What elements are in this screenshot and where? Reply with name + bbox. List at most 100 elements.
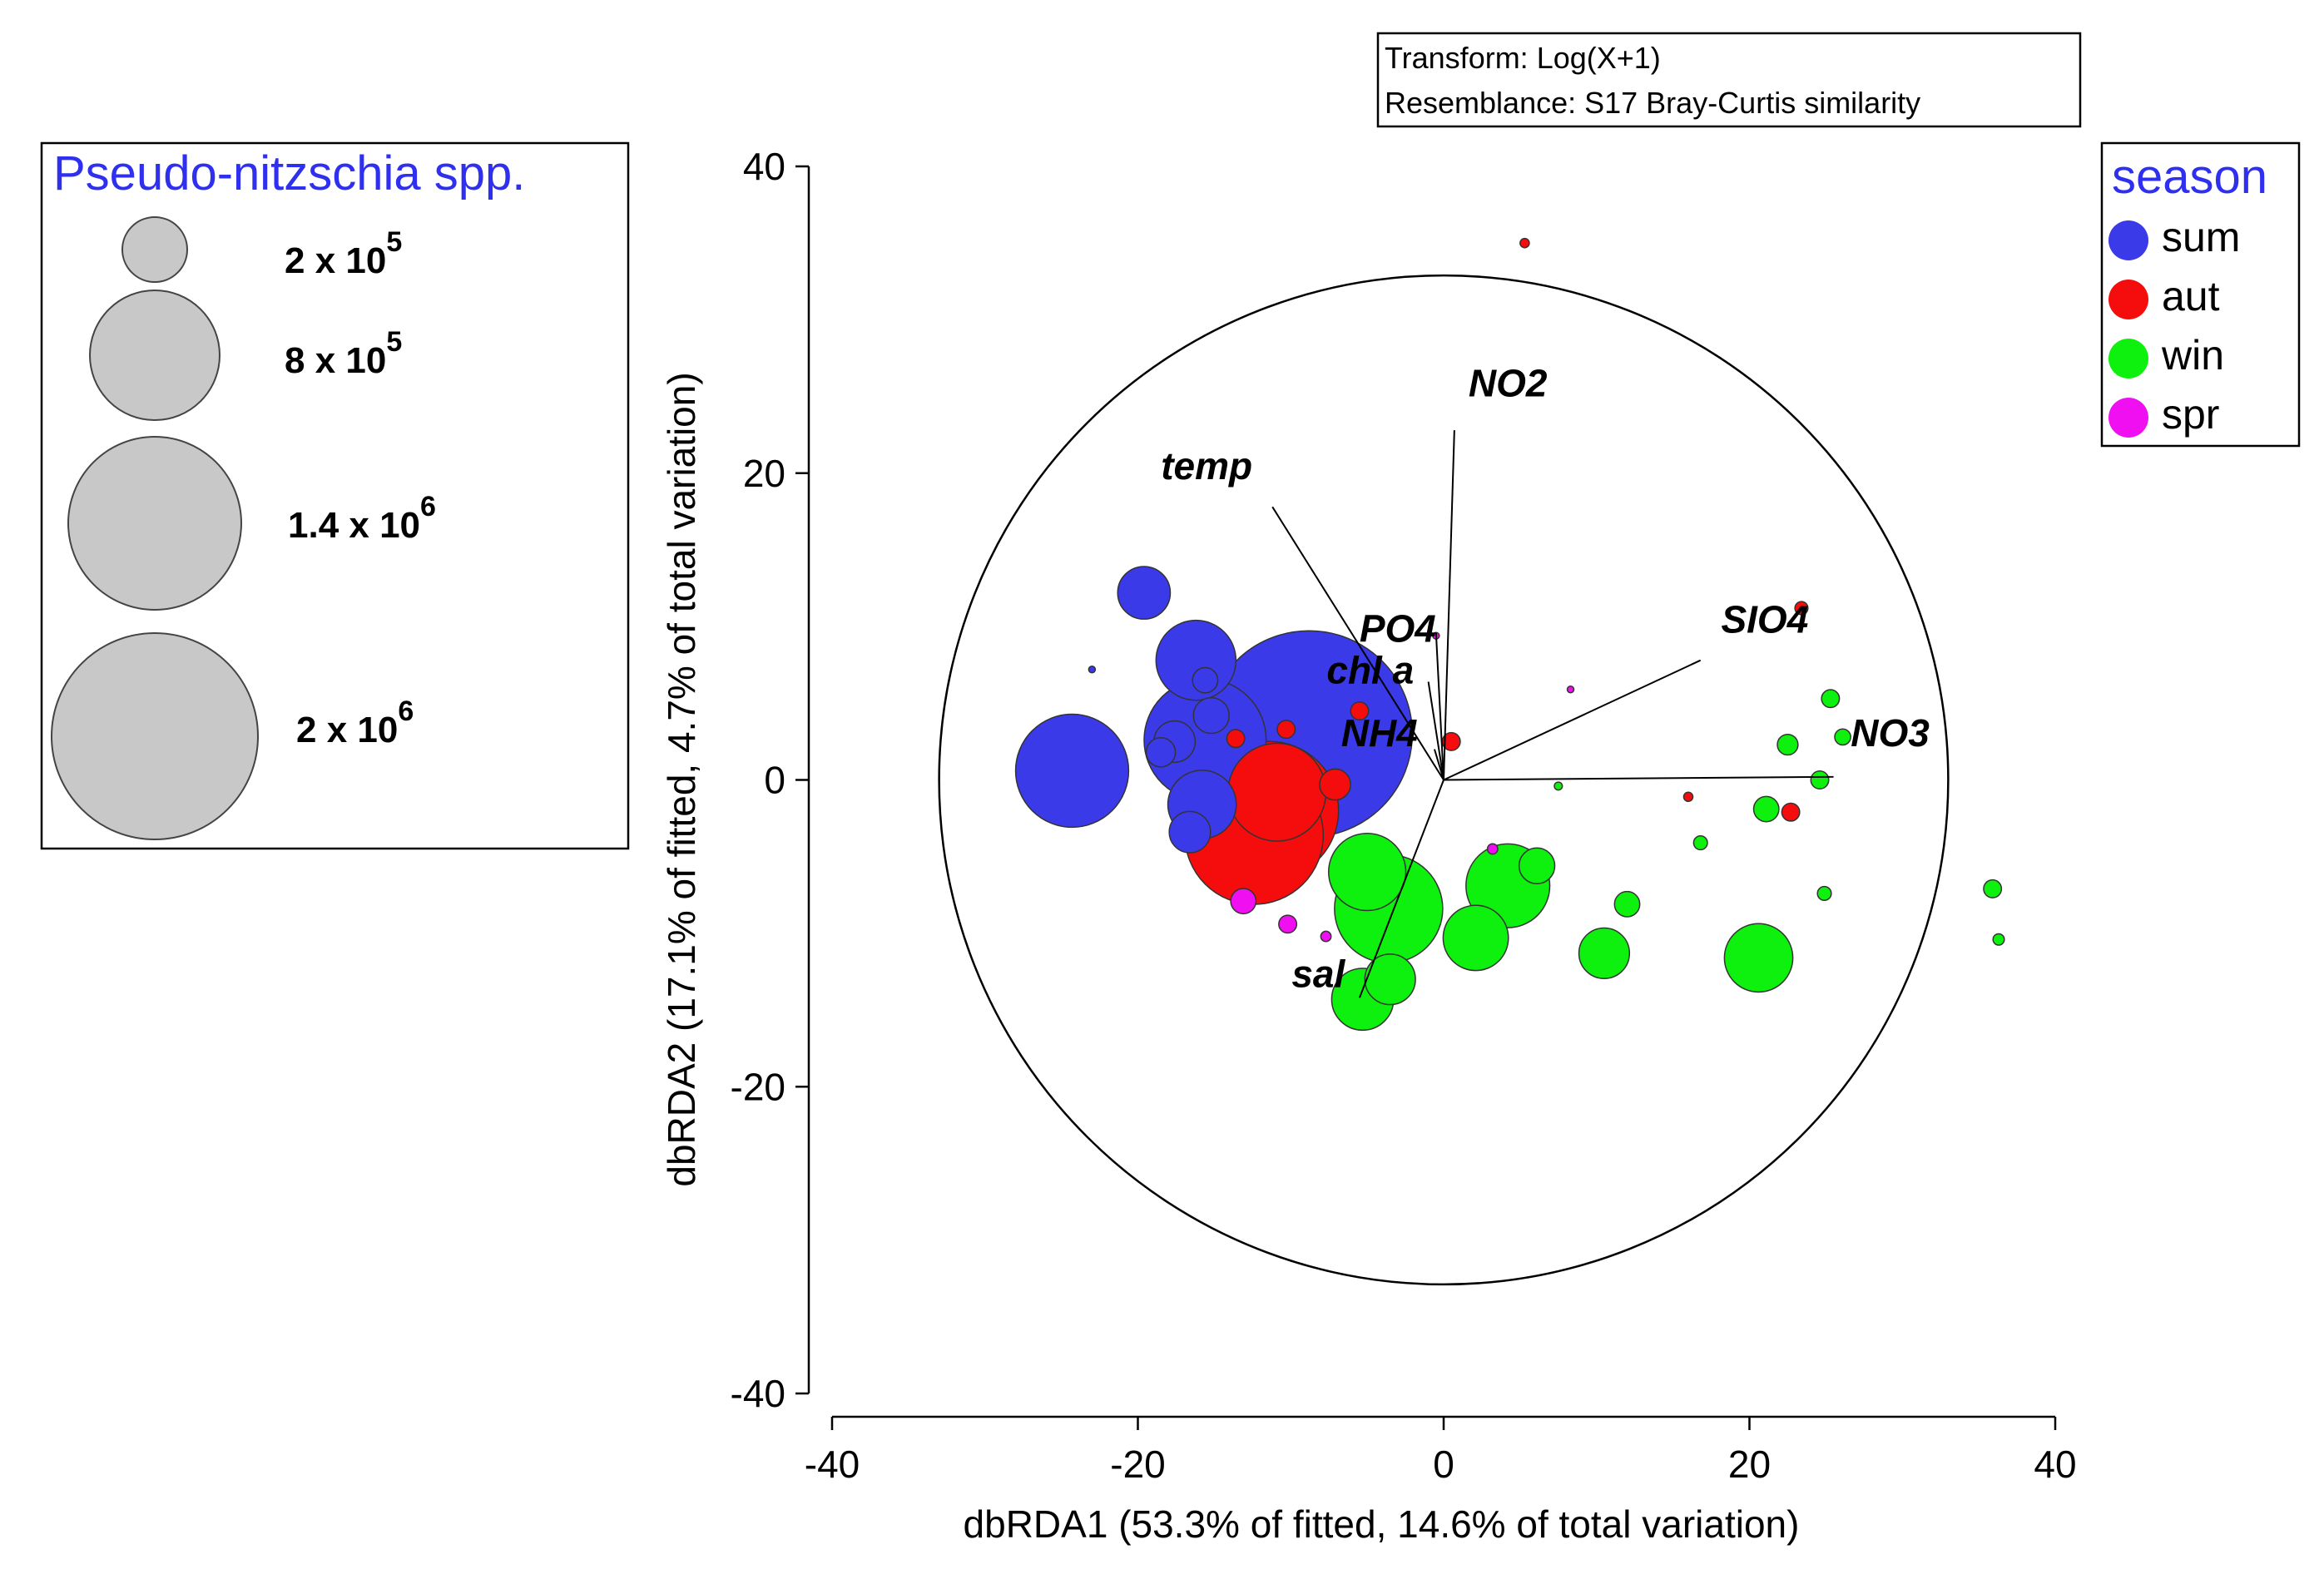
vector-line-NO2 (1443, 430, 1455, 780)
transform-box: Transform: Log(X+1) Resemblance: S17 Bra… (1376, 32, 2082, 128)
x-tick-label: 20 (1728, 1443, 1771, 1486)
legend-marker-aut (2108, 280, 2148, 319)
bubble-win (1553, 781, 1563, 791)
bubble-win (1692, 835, 1708, 851)
bubble-sum (1117, 566, 1172, 620)
y-tick-label: 40 (743, 145, 785, 188)
bubble-sum (1088, 666, 1097, 674)
season-legend-title: season (2112, 150, 2267, 204)
bubble-aut (1276, 720, 1296, 740)
vector-label-temp: temp (1161, 444, 1252, 488)
x-axis-title: dbRDA1 (53.3% of fitted, 14.6% of total … (964, 1502, 1800, 1546)
vector-label-chl-a: chl a (1326, 648, 1414, 691)
vector-line-NO3 (1443, 775, 1834, 781)
bubble-aut (1519, 237, 1530, 249)
x-tick-label: 40 (2034, 1443, 2076, 1486)
legend-label-win: win (2161, 332, 2224, 379)
bubble-aut (1227, 742, 1327, 842)
vector-line-sal (1359, 780, 1444, 998)
vector-line-NH4 (1434, 749, 1444, 780)
legend-label-spr: spr (2162, 391, 2219, 438)
vector-line-SIO4 (1443, 659, 1702, 781)
size-legend-label-1: 2 x 105 (285, 226, 402, 281)
bubbles (1014, 237, 2005, 1032)
size-legend-circle-2 (89, 290, 221, 421)
legend-label-sum: sum (2162, 214, 2240, 260)
x-tick-label: -20 (1110, 1443, 1165, 1486)
legend-marker-win (2108, 339, 2148, 379)
bubble-win (1613, 890, 1641, 918)
bubble-win (1723, 923, 1794, 993)
bubble-aut (1350, 701, 1370, 721)
size-legend-circle-4 (51, 632, 259, 840)
correlation-circle (938, 274, 1950, 1286)
transform-box-frame (1376, 32, 2082, 128)
legend-label-aut: aut (2162, 273, 2220, 319)
legend-marker-sum (2108, 220, 2148, 260)
axes: -40 -20 0 20 40 -40 -20 0 20 40 dbRDA1 (53.3% of… (660, 145, 2077, 1546)
bubble-win (1364, 953, 1416, 1006)
size-legend-label-4-exp: 6 (398, 695, 414, 727)
y-ticks: -40 -20 0 20 40 (731, 145, 809, 1415)
vector-line-chl-a (1427, 681, 1444, 780)
bubble-spr (1486, 843, 1499, 855)
size-legend-label-2-base: 8 x 10 (285, 340, 386, 381)
size-legend-label-1-base: 2 x 10 (285, 240, 386, 281)
transform-label: Transform: Log(X+1) (1385, 41, 1661, 75)
legend-marker-spr (2108, 398, 2148, 438)
bubble-aut (1319, 768, 1351, 801)
bubble-sum (1014, 713, 1130, 829)
bubble-win (1816, 885, 1832, 902)
bubble-aut (1682, 791, 1694, 803)
vector-line-temp (1271, 506, 1444, 781)
bubble-spr (1320, 930, 1332, 943)
vector-label-NO3: NO3 (1851, 711, 1930, 755)
size-legend: Pseudo-nitzschia spp. 2 x 105 8 x 105 1.… (40, 141, 630, 850)
bubble-win (1992, 933, 2005, 946)
bubble-sum (1168, 810, 1212, 854)
vector-label-SIO4: SIO4 (1721, 598, 1808, 641)
bubble-win (1518, 847, 1556, 884)
vector-label-NH4: NH4 (1341, 711, 1418, 755)
size-legend-label-1-exp: 5 (386, 226, 402, 258)
bubble-win (1442, 904, 1509, 972)
vector-label-sal: sal (1291, 952, 1345, 995)
bubble-win (1834, 728, 1851, 746)
size-legend-circle-3 (67, 436, 242, 611)
x-ticks: -40 -20 0 20 40 (805, 1417, 2077, 1486)
bubble-sum (1192, 696, 1230, 735)
size-legend-title: Pseudo-nitzschia spp. (53, 146, 525, 200)
size-legend-label-2: 8 x 105 (285, 326, 402, 381)
size-legend-label-4: 2 x 106 (296, 695, 414, 750)
y-tick-label: -40 (731, 1372, 785, 1415)
size-legend-label-3: 1.4 x 106 (288, 491, 436, 546)
bubble-win (1776, 733, 1799, 756)
resemblance-label: Resemblance: S17 Bray-Curtis similarity (1385, 86, 1920, 120)
bubble-win (1810, 770, 1830, 789)
bubble-aut (1781, 802, 1801, 822)
x-tick-label: 0 (1433, 1443, 1454, 1486)
vector-line-PO4 (1435, 632, 1444, 780)
size-legend-label-2-exp: 5 (386, 326, 402, 358)
size-legend-circle-1 (121, 216, 188, 283)
bubble-aut (1794, 601, 1809, 616)
bubble-spr (1230, 888, 1257, 915)
y-tick-label: -20 (731, 1065, 785, 1108)
size-legend-label-3-base: 1.4 x 10 (288, 505, 420, 546)
size-legend-label-3-exp: 6 (420, 491, 436, 522)
bubble-spr (1278, 914, 1298, 934)
size-legend-label-4-base: 2 x 10 (296, 710, 398, 750)
bubble-win (1327, 832, 1407, 912)
y-axis-title: dbRDA2 (17.1% of fitted, 4.7% of total v… (660, 372, 703, 1186)
bubble-spr (1566, 685, 1575, 694)
vector-label-PO4: PO4 (1360, 607, 1436, 651)
bubble-win (1983, 879, 2003, 898)
x-tick-label: -40 (805, 1443, 860, 1486)
season-legend-frame (2100, 141, 2301, 448)
y-tick-label: 20 (743, 452, 785, 495)
season-legend: season sum aut win spr (2100, 141, 2301, 448)
bubble-win (1752, 795, 1780, 823)
vector-label-NO2: NO2 (1469, 362, 1548, 405)
